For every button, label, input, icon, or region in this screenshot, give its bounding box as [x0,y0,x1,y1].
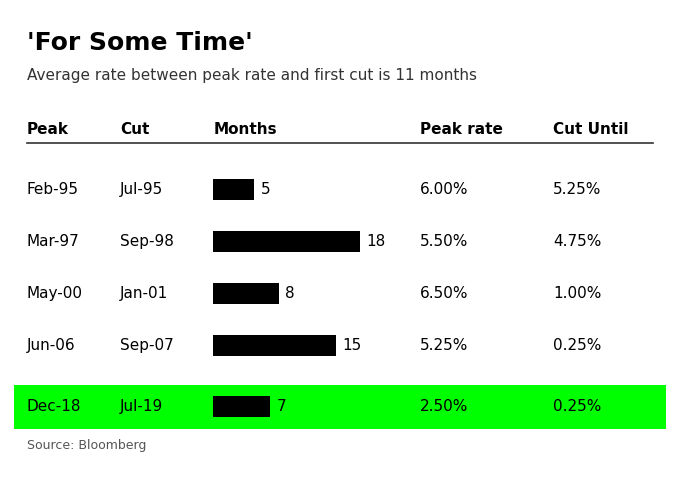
Text: 2.50%: 2.50% [420,399,469,414]
Text: Source: Bloomberg: Source: Bloomberg [27,439,146,451]
Text: Cut: Cut [120,122,150,137]
Bar [214,396,271,417]
Text: 5.50%: 5.50% [420,234,469,249]
Text: 0.25%: 0.25% [553,399,602,414]
Text: Jul-19: Jul-19 [120,399,163,414]
Text: 5: 5 [261,182,271,197]
Text: 4.75%: 4.75% [553,234,602,249]
Bar [214,335,335,356]
Text: 1.00%: 1.00% [553,286,602,300]
Bar [14,385,666,429]
Text: Peak: Peak [27,122,69,137]
Text: Jul-95: Jul-95 [120,182,163,197]
Text: 5.25%: 5.25% [420,337,469,353]
Text: Cut Until: Cut Until [553,122,628,137]
Text: Feb-95: Feb-95 [27,182,79,197]
Text: 8: 8 [285,286,295,300]
Text: Sep-98: Sep-98 [120,234,174,249]
Text: 'For Some Time': 'For Some Time' [27,31,253,55]
Text: Dec-18: Dec-18 [27,399,82,414]
Text: Average rate between peak rate and first cut is 11 months: Average rate between peak rate and first… [27,69,477,83]
Text: Peak rate: Peak rate [420,122,503,137]
Bar [214,283,279,303]
Text: 7: 7 [277,399,287,414]
Text: Sep-07: Sep-07 [120,337,174,353]
Text: Months: Months [214,122,277,137]
Text: 6.00%: 6.00% [420,182,469,197]
Text: 0.25%: 0.25% [553,337,602,353]
Bar [214,231,360,252]
Bar [214,179,254,200]
Text: Jan-01: Jan-01 [120,286,169,300]
Text: May-00: May-00 [27,286,83,300]
Text: 6.50%: 6.50% [420,286,469,300]
Text: Jun-06: Jun-06 [27,337,75,353]
Text: 5.25%: 5.25% [553,182,602,197]
Text: 18: 18 [367,234,386,249]
Text: 15: 15 [342,337,362,353]
Text: Mar-97: Mar-97 [27,234,80,249]
